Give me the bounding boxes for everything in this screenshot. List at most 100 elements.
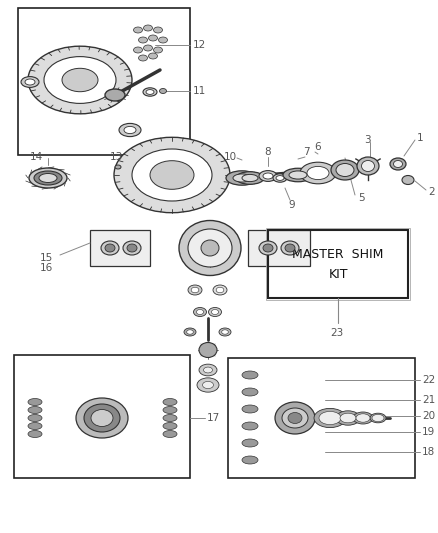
Bar — [266, 228, 410, 300]
Ellipse shape — [216, 287, 224, 293]
Ellipse shape — [282, 408, 308, 428]
Text: 15: 15 — [40, 253, 53, 263]
Ellipse shape — [91, 409, 113, 426]
Ellipse shape — [143, 88, 157, 96]
Bar — [18, 8, 190, 155]
Ellipse shape — [134, 27, 142, 33]
Text: 3: 3 — [364, 135, 370, 145]
Ellipse shape — [163, 407, 177, 414]
Ellipse shape — [233, 174, 251, 182]
Ellipse shape — [273, 174, 287, 182]
Bar — [90, 230, 150, 266]
Ellipse shape — [222, 330, 228, 334]
Ellipse shape — [370, 413, 386, 423]
Ellipse shape — [372, 414, 384, 422]
Ellipse shape — [300, 162, 336, 184]
Text: 19: 19 — [422, 427, 435, 437]
Ellipse shape — [340, 413, 356, 423]
Text: KIT: KIT — [328, 268, 348, 280]
Text: MASTER  SHIM: MASTER SHIM — [292, 247, 384, 261]
Ellipse shape — [336, 164, 354, 176]
Ellipse shape — [163, 399, 177, 406]
Text: 8: 8 — [264, 147, 271, 157]
Ellipse shape — [212, 310, 219, 314]
Ellipse shape — [184, 328, 196, 336]
Ellipse shape — [28, 46, 132, 114]
Ellipse shape — [150, 161, 194, 189]
Ellipse shape — [202, 382, 213, 389]
Ellipse shape — [196, 310, 204, 314]
Ellipse shape — [242, 371, 258, 379]
Ellipse shape — [307, 166, 329, 180]
Text: 9: 9 — [288, 200, 295, 210]
Ellipse shape — [101, 241, 119, 255]
Ellipse shape — [226, 171, 258, 185]
Ellipse shape — [361, 160, 374, 172]
Ellipse shape — [187, 330, 193, 334]
Ellipse shape — [159, 37, 167, 43]
Ellipse shape — [84, 404, 120, 432]
Ellipse shape — [242, 456, 258, 464]
Bar — [228, 358, 415, 478]
Text: 16: 16 — [40, 263, 53, 273]
Ellipse shape — [134, 47, 142, 53]
Text: 21: 21 — [422, 395, 435, 405]
Ellipse shape — [219, 328, 231, 336]
Ellipse shape — [242, 388, 258, 396]
Ellipse shape — [44, 56, 116, 103]
Ellipse shape — [132, 149, 212, 201]
Ellipse shape — [289, 171, 307, 179]
Ellipse shape — [144, 25, 152, 31]
Ellipse shape — [146, 90, 154, 94]
Text: 13: 13 — [110, 152, 123, 162]
Text: 6: 6 — [314, 142, 321, 152]
Ellipse shape — [390, 158, 406, 170]
Ellipse shape — [191, 287, 199, 293]
Ellipse shape — [163, 415, 177, 422]
Ellipse shape — [199, 364, 217, 376]
Ellipse shape — [34, 171, 62, 185]
Text: 11: 11 — [193, 86, 206, 96]
Ellipse shape — [314, 408, 346, 427]
Ellipse shape — [28, 407, 42, 414]
Ellipse shape — [76, 398, 128, 438]
Ellipse shape — [148, 35, 158, 41]
Ellipse shape — [201, 240, 219, 256]
Ellipse shape — [39, 174, 57, 182]
Ellipse shape — [242, 439, 258, 447]
Ellipse shape — [119, 124, 141, 136]
Ellipse shape — [357, 157, 379, 175]
Ellipse shape — [105, 89, 125, 101]
Ellipse shape — [25, 79, 35, 85]
Ellipse shape — [163, 423, 177, 430]
Ellipse shape — [21, 77, 39, 87]
Ellipse shape — [124, 126, 136, 134]
Ellipse shape — [199, 343, 217, 358]
Ellipse shape — [275, 402, 315, 434]
Ellipse shape — [62, 68, 98, 92]
Text: 2: 2 — [428, 187, 434, 197]
Ellipse shape — [114, 138, 230, 213]
Ellipse shape — [259, 171, 277, 181]
Ellipse shape — [153, 47, 162, 53]
Ellipse shape — [188, 285, 202, 295]
Ellipse shape — [336, 411, 360, 425]
Ellipse shape — [263, 173, 273, 179]
Ellipse shape — [331, 160, 359, 180]
Ellipse shape — [28, 415, 42, 422]
Ellipse shape — [281, 241, 299, 255]
Text: 1: 1 — [417, 133, 424, 143]
Ellipse shape — [127, 244, 137, 252]
Ellipse shape — [194, 308, 206, 317]
Ellipse shape — [402, 175, 414, 184]
Bar — [14, 355, 190, 478]
Text: 10: 10 — [224, 152, 237, 162]
Ellipse shape — [276, 175, 284, 180]
Ellipse shape — [144, 45, 152, 51]
Ellipse shape — [263, 244, 273, 252]
Ellipse shape — [259, 241, 277, 255]
Ellipse shape — [138, 37, 148, 43]
Text: 20: 20 — [422, 411, 435, 421]
Text: 17: 17 — [207, 413, 220, 423]
Ellipse shape — [115, 165, 121, 169]
